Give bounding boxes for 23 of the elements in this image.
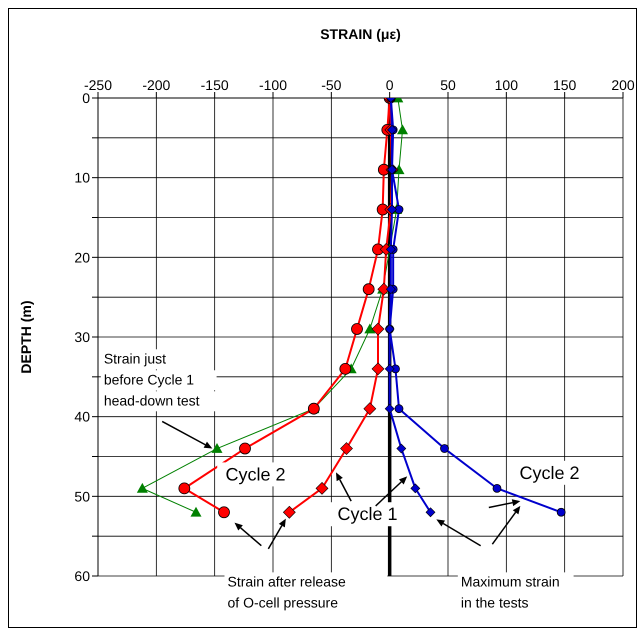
y-tick-label: 10: [74, 170, 90, 186]
annotation: Strain after release of O-cell pressure: [228, 573, 346, 610]
annotation: Maximum strain in the tests: [460, 573, 560, 610]
x-tick-label: -150: [200, 77, 229, 93]
x-tick-label: -100: [258, 77, 288, 93]
x-tick-label: 0: [386, 77, 394, 93]
y-tick-label: 50: [74, 488, 90, 504]
y-axis-title: DEPTH (m): [18, 300, 34, 374]
annotation: Cycle 2: [519, 462, 580, 483]
annotation: Cycle 2: [225, 464, 286, 484]
y-tick-label: 30: [74, 328, 90, 345]
x-tick-label: 200: [611, 77, 635, 93]
x-tick-label: -50: [321, 77, 342, 93]
y-tick-label: 40: [74, 408, 90, 425]
x-tick-label: 150: [552, 77, 577, 93]
y-tick-label: 60: [74, 568, 90, 584]
x-tick-label: -200: [142, 77, 171, 93]
annotation: Strain just before Cycle 1 head-down test: [104, 350, 200, 408]
y-tick-label: 20: [74, 249, 90, 266]
x-tick-label: 100: [494, 77, 518, 93]
annotation: Cycle 1: [337, 504, 398, 524]
x-tick-label: 50: [440, 77, 456, 93]
x-axis-title: STRAIN (με): [320, 26, 401, 42]
